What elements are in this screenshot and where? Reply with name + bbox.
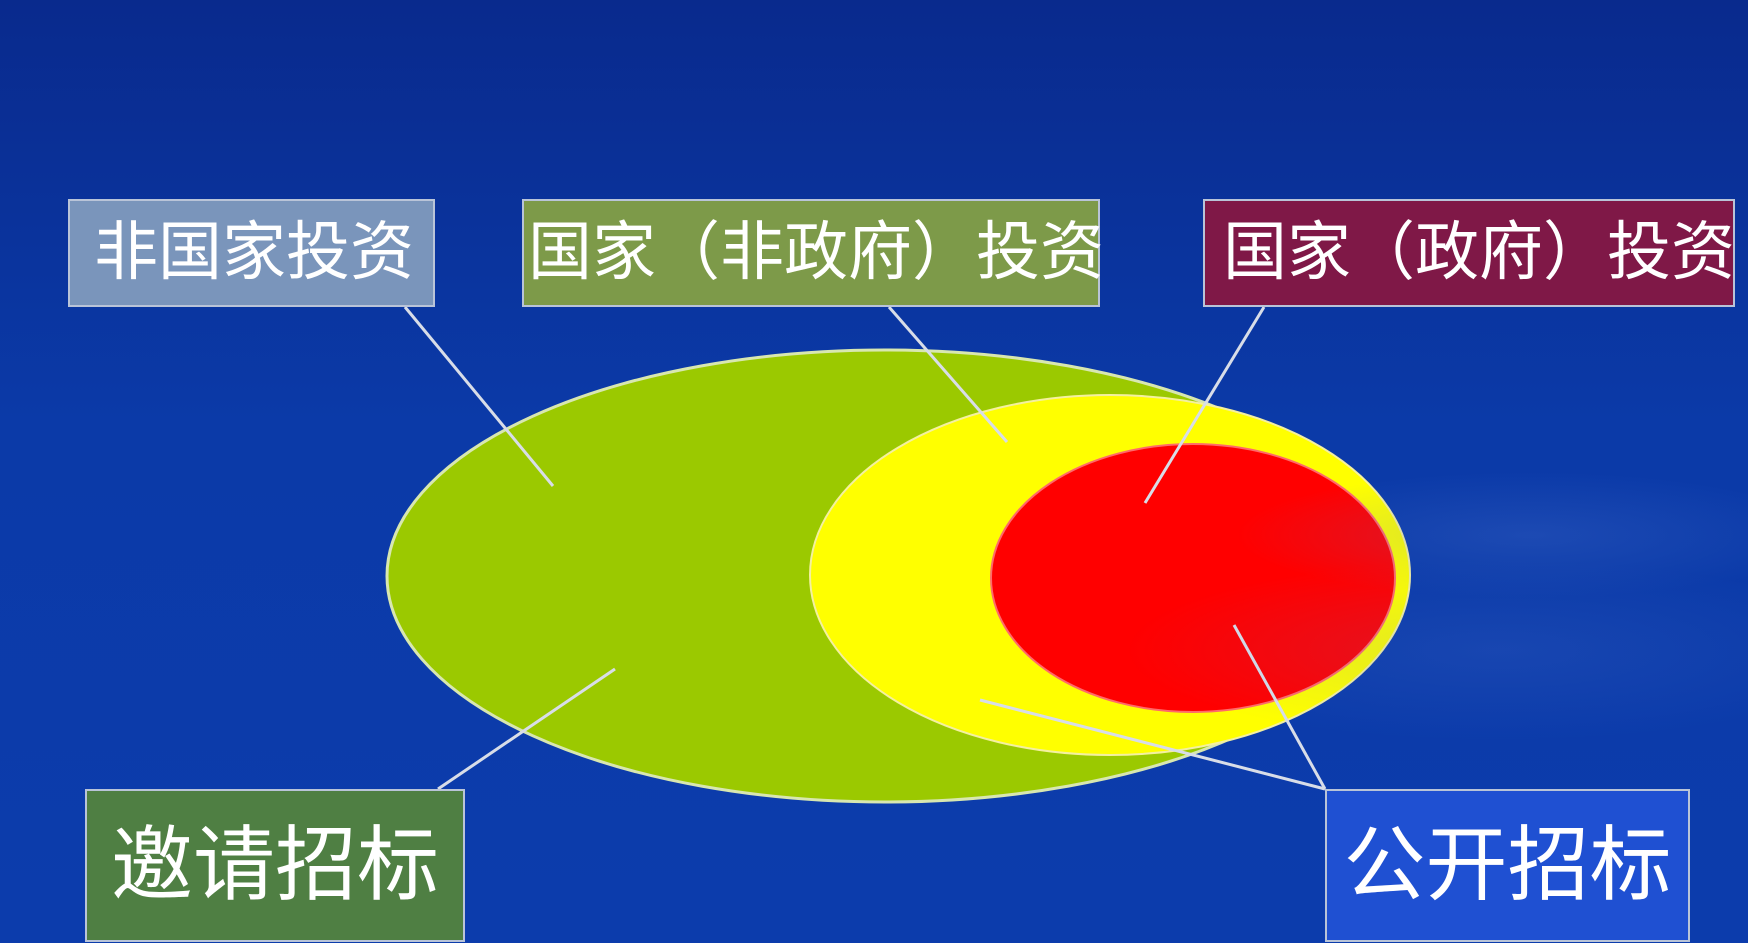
state-non-government-investment-label: 国家（非政府）投资	[528, 216, 1104, 290]
connector-public-bidding-red	[1232, 624, 1327, 790]
state-government-investment-label: 国家（政府）投资	[1223, 216, 1735, 290]
connector-public-bidding-yellow	[979, 698, 1326, 791]
connector-state-non-government	[887, 306, 1009, 443]
non-state-investment-label: 非国家投资	[94, 216, 414, 290]
invited-bidding-label-box: 邀请招标	[85, 789, 465, 942]
connector-state-government	[1143, 306, 1266, 504]
public-bidding-label: 公开招标	[1343, 817, 1672, 913]
state-non-government-investment-label-box: 国家（非政府）投资	[522, 199, 1104, 307]
invited-bidding-label: 邀请招标	[110, 817, 439, 913]
public-bidding-label-box: 公开招标	[1325, 789, 1690, 942]
state-government-investment-label-box: 国家（政府）投资	[1203, 199, 1735, 307]
non-state-investment-label-box: 非国家投资	[68, 199, 435, 307]
connector-non-state	[403, 306, 555, 487]
connector-invited-bidding	[437, 667, 616, 791]
state-government-investment-region	[990, 443, 1396, 713]
